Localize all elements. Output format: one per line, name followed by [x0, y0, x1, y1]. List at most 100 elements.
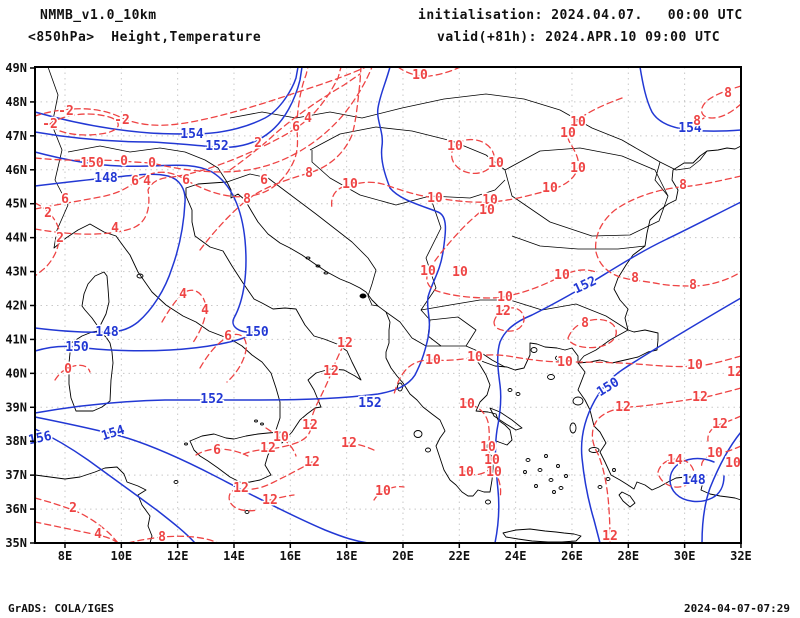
temp-contour-label: 10: [467, 350, 483, 365]
lat-tick-label: 36N: [5, 502, 27, 516]
temp-contour-label: 6: [224, 329, 232, 344]
temp-contour-label: 4: [179, 287, 187, 302]
temp-contour-label: 10: [342, 177, 358, 192]
temp-contour-label: 2: [69, 501, 77, 516]
temp-contour-label: 4: [94, 527, 102, 542]
temp-contour-label: 10: [482, 193, 498, 208]
temp-contour-label: 10: [554, 268, 570, 283]
lat-tick-label: 44N: [5, 231, 27, 245]
temp-contour-label: 4: [111, 221, 119, 236]
temp-contour-label: 2: [254, 136, 262, 151]
temp-contour-label: 10: [486, 465, 502, 480]
lon-tick-label: 18E: [336, 549, 358, 563]
temp-contour-label: 8: [581, 316, 589, 331]
temp-contour-label: 12: [337, 336, 353, 351]
temp-contour-label: 0: [120, 154, 128, 169]
lat-tick-label: 46N: [5, 163, 27, 177]
temp-contour-label: 6: [61, 192, 69, 207]
temp-contour-label: 12: [712, 417, 728, 432]
temp-contour-label: 12: [262, 493, 278, 508]
lon-tick-label: 28E: [617, 549, 639, 563]
grads-credit: GrADS: COLA/IGES: [8, 602, 114, 615]
lon-tick-label: 10E: [110, 549, 132, 563]
temp-contour-label: -2: [58, 104, 74, 119]
temp-contour-label: 10: [420, 264, 436, 279]
height-contour-label: 150: [65, 340, 89, 355]
init-time: initialisation: 2024.04.07. 00:00 UTC: [418, 8, 743, 23]
temp-contour-label: 12: [692, 390, 708, 405]
temp-contour-label: 6: [260, 173, 268, 188]
temp-contour-label: 12: [260, 441, 276, 456]
lat-lon-gridlines: [35, 67, 741, 543]
temp-contour-label: 10: [484, 453, 500, 468]
temp-contour-label: 6: [292, 120, 300, 135]
lat-tick-label: 42N: [5, 298, 27, 312]
temp-contour-label: 8: [631, 271, 639, 286]
axis-ticks-and-labels: 49N 48N 47N 46N 45N 44N 43N 42N 41N 40N 39N 38N 37N 3…: [5, 61, 751, 563]
temp-contour-label: 10: [427, 191, 443, 206]
temp-contour-label: 2: [56, 231, 64, 246]
temp-contour-label: 12: [233, 481, 249, 496]
lat-tick-label: 35N: [5, 536, 27, 550]
temp-contour-label: 12: [615, 400, 631, 415]
temp-contour-label: 10: [570, 161, 586, 176]
lon-tick-label: 8E: [58, 549, 72, 563]
temp-contour-label: 12: [727, 365, 743, 380]
lon-tick-label: 24E: [505, 549, 527, 563]
temp-contour-label: 0: [148, 156, 156, 171]
height-contour-label: 152: [205, 139, 228, 154]
temp-contour-label: 10: [560, 126, 576, 141]
lat-tick-label: 47N: [5, 129, 27, 143]
height-contour-label: 148: [95, 325, 119, 340]
level-title: <850hPa> Height,Temperature: [28, 30, 262, 45]
small-islands: [136, 256, 616, 514]
lon-tick-label: 32E: [730, 549, 752, 563]
height-contour-label: 154: [180, 127, 204, 142]
temp-contour-label: 10: [452, 265, 468, 280]
temp-contour-label: 4: [201, 303, 209, 318]
lat-tick-label: 40N: [5, 366, 27, 380]
lat-tick-label: 38N: [5, 434, 27, 448]
height-contour-label: 152: [358, 396, 381, 411]
temp-contour-label: 10: [488, 156, 504, 171]
temp-contour-label: 8: [693, 114, 701, 129]
temp-contour-label: 10: [570, 115, 586, 130]
height-contour-label: 150: [594, 375, 622, 400]
temp-contour-label: 10: [458, 465, 474, 480]
temp-contour-label: 6: [131, 174, 139, 189]
lat-tick-label: 49N: [5, 61, 27, 75]
height-contour-label: 152: [571, 274, 599, 298]
height-contour-label: 154: [678, 121, 702, 136]
height-contour-label: 152: [200, 392, 223, 407]
country-borders: [47, 66, 708, 368]
temp-contour-label: 10: [459, 397, 475, 412]
temp-contour-label: 10: [412, 68, 428, 83]
temp-contour-label: 8: [724, 86, 732, 101]
lon-tick-label: 30E: [674, 549, 696, 563]
lat-tick-label: 37N: [5, 468, 27, 482]
height-contour-label: 150: [80, 156, 104, 171]
temp-contour-label: 2: [44, 206, 52, 221]
temp-contour-label: 12: [495, 304, 511, 319]
temp-contour-label: 10: [375, 484, 391, 499]
lat-tick-label: 43N: [5, 265, 27, 279]
temp-contour-label: 8: [305, 166, 313, 181]
temp-contour-label: 10: [542, 181, 558, 196]
temp-contour-label: 10: [557, 355, 573, 370]
lon-tick-label: 16E: [279, 549, 301, 563]
temp-contour-label: -2: [114, 113, 130, 128]
temp-contour-label: 8: [243, 192, 251, 207]
lon-tick-label: 14E: [223, 549, 245, 563]
temp-contour-label: 8: [158, 530, 166, 545]
height-contour-label: 154: [100, 423, 127, 445]
lon-tick-label: 20E: [392, 549, 414, 563]
temp-contour-label: 10: [707, 446, 723, 461]
temp-contour-label: 6: [182, 173, 190, 188]
render-timestamp: 2024-04-07-07:29: [684, 602, 790, 615]
height-contour-label: 148: [94, 171, 118, 186]
temp-contour-label: 10: [725, 456, 741, 471]
temp-contour-label: 12: [323, 364, 339, 379]
temp-contour-label: 14: [667, 453, 683, 468]
